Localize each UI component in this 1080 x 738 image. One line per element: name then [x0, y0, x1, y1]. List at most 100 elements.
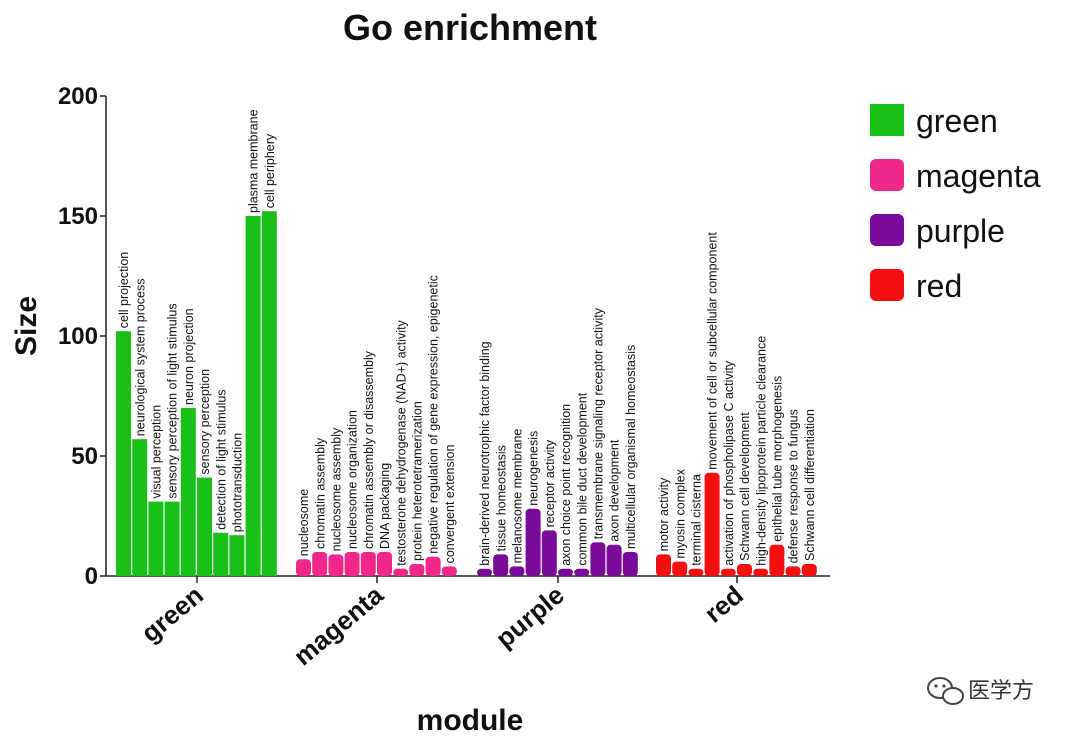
bar-red-4 — [704, 472, 720, 576]
bar-label: neuron projection — [182, 308, 196, 405]
bar-labels-group: cell projection neurological system proce… — [117, 109, 817, 565]
x-category-labels: green magenta purple red — [135, 579, 749, 671]
watermark: 医学方 — [927, 677, 1034, 705]
bar-label: Schwann cell development — [738, 412, 752, 561]
bar-label: neurological system process — [133, 278, 147, 436]
bar-label: myosin complex — [673, 468, 687, 558]
bar-label: cell projection — [117, 252, 131, 328]
bar-label: convergent extension — [443, 445, 457, 564]
bar-purple-2 — [493, 554, 509, 576]
bar-label: tissue homeostasis — [494, 445, 508, 551]
bar-green-6 — [197, 477, 212, 576]
bar-red-3 — [688, 568, 704, 576]
bar-label: high-density lipoprotein particle cleara… — [754, 336, 768, 566]
bar-label: chromatin assembly — [313, 437, 327, 549]
bar-magenta-5 — [360, 552, 376, 576]
bar-label: transmembrane signaling receptor activit… — [592, 307, 606, 539]
bar-label: testosterone dehydrogenase (NAD+) activi… — [394, 319, 408, 565]
bar-purple-10 — [622, 552, 638, 576]
watermark-text: 医学方 — [968, 679, 1034, 704]
bar-magenta-1 — [296, 559, 311, 576]
bar-purple-9 — [606, 544, 622, 576]
bar-label: multicellular organismal homeostasis — [624, 345, 638, 549]
bar-red-5 — [720, 568, 736, 576]
bar-green-1 — [116, 331, 131, 576]
bar-label: cell periphery — [263, 133, 277, 208]
bar-label: nucleosome organization — [346, 410, 360, 549]
bar-magenta-4 — [344, 552, 360, 576]
bar-label: movement of cell or subcellular componen… — [706, 232, 720, 470]
x-axis-title: module — [417, 704, 524, 737]
bar-purple-7 — [574, 568, 590, 576]
bar-label: axon development — [608, 439, 622, 542]
bar-magenta-8 — [409, 564, 425, 576]
bar-green-10 — [261, 211, 277, 576]
y-tick-label: 100 — [58, 323, 98, 350]
bar-purple-1 — [477, 568, 492, 576]
bar-label: neurogenesis — [527, 431, 541, 506]
legend-swatch-purple — [870, 214, 904, 246]
bar-label: detection of light stimulus — [214, 389, 228, 529]
bar-red-1 — [656, 554, 671, 576]
bar-red-9 — [785, 566, 801, 576]
bar-magenta-2 — [312, 552, 328, 576]
bar-label: nucleosome assembly — [330, 427, 344, 551]
bar-green-3 — [148, 501, 164, 576]
bar-label: sensory perception of light stimulus — [166, 303, 180, 498]
bar-magenta-9 — [425, 556, 441, 576]
legend-swatch-magenta — [870, 159, 904, 191]
legend: green magenta purple red — [870, 103, 1041, 304]
y-tick-label: 50 — [71, 443, 98, 470]
bar-red-2 — [672, 561, 688, 576]
bar-label: negative regulation of gene expression, … — [427, 275, 441, 554]
bar-green-5 — [180, 408, 196, 576]
bar-label: melanosome membrane — [511, 429, 525, 564]
bar-label: defense response to fungus — [787, 409, 801, 563]
legend-label-red: red — [916, 268, 962, 304]
legend-swatch-green — [870, 104, 904, 136]
bar-label: Schwann cell differentiation — [803, 409, 817, 561]
bar-red-10 — [801, 564, 817, 576]
x-category-label: green — [135, 580, 209, 648]
bar-label: activation of phospholipase C activity — [722, 360, 736, 566]
bar-label: chromatin assembly or disassembly — [362, 350, 376, 549]
legend-swatch-red — [870, 269, 904, 301]
y-tick-label: 0 — [85, 563, 98, 590]
bar-magenta-6 — [377, 552, 392, 576]
legend-label-magenta: magenta — [916, 158, 1041, 194]
y-axis-title: Size — [10, 296, 43, 356]
chart-title: Go enrichment — [343, 7, 597, 48]
bar-magenta-10 — [441, 566, 457, 576]
bar-label: brain-derived neurotrophic factor bindin… — [478, 341, 492, 565]
bar-purple-4 — [525, 508, 541, 576]
bar-red-8 — [769, 544, 785, 576]
bar-magenta-3 — [328, 554, 344, 576]
bar-green-4 — [164, 501, 180, 576]
bar-label: sensory perception — [198, 369, 212, 475]
legend-label-green: green — [916, 103, 998, 139]
bar-label: plasma membrane — [247, 109, 261, 213]
bar-purple-6 — [558, 568, 573, 576]
bar-label: motor activity — [657, 477, 671, 551]
bar-red-6 — [737, 564, 752, 576]
x-category-label: magenta — [288, 579, 390, 671]
y-tick-label: 200 — [58, 83, 98, 110]
bar-label: axon choice point recognition — [559, 404, 573, 566]
bar-label: terminal cisterna — [690, 474, 704, 566]
bar-label: visual perception — [150, 405, 164, 499]
bar-label: epithelial tube morphogenesis — [771, 376, 785, 542]
bar-purple-3 — [509, 566, 525, 576]
x-category-label: red — [699, 580, 749, 629]
bar-green-9 — [245, 216, 261, 576]
bar-label: phototransduction — [231, 433, 245, 532]
bar-green-2 — [132, 439, 148, 576]
bar-purple-5 — [541, 530, 557, 576]
bars-group — [116, 211, 817, 576]
x-axis — [106, 575, 830, 583]
bar-label: nucleosome — [297, 489, 311, 556]
legend-label-purple: purple — [916, 213, 1005, 249]
x-category-label: purple — [490, 580, 570, 654]
bar-red-7 — [753, 568, 769, 576]
bar-label: receptor activity — [543, 439, 557, 527]
bar-label: protein heterotetramerization — [411, 401, 425, 561]
